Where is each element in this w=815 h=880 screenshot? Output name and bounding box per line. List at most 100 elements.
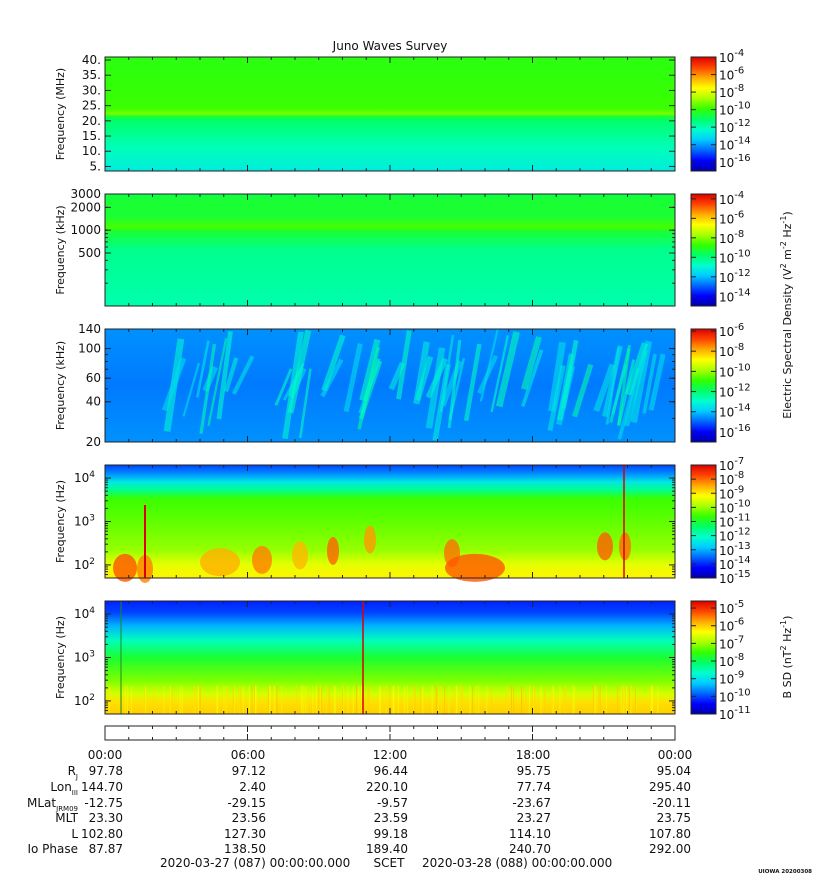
panel-1-cb-tick-label: 10-12 [719, 118, 751, 135]
figure-title: Juno Waves Survey [332, 39, 448, 53]
ephem-value: 95.75 [517, 764, 551, 778]
panel-4-cb-tick-label: 10-13 [719, 541, 751, 558]
panel-1-spectrogram [105, 57, 675, 171]
panel-3-colorbar [690, 328, 717, 443]
time-label: 12:00 [373, 748, 408, 762]
time-axis: 00:00 06:00 12:00 18:00 00:00 [88, 725, 693, 762]
ephem-value: 127.30 [224, 827, 266, 841]
panel-4-cb-tick-label: 10-7 [719, 456, 744, 473]
footer-start-time: 2020-03-27 (087) 00:00:00.000 [160, 856, 350, 870]
panel-2-ytick-label: 500 [78, 246, 101, 260]
panel-1-cb-tick-label: 10-8 [719, 83, 744, 100]
magnetic-colorbar-label: B SD (nT2 Hz-1) [779, 616, 794, 699]
panel-3-cb-tick-label: 10-12 [719, 383, 751, 400]
panel-4-spectrogram [105, 465, 675, 578]
panel-2-ytick-label: 2000 [70, 200, 101, 214]
panel-1-cb-tick-label: 10-16 [719, 153, 751, 170]
ephem-value: 240.70 [509, 842, 551, 856]
panel-3-cb-tick-label: 10-14 [719, 403, 751, 420]
panel-2-cb-tick-label: 10-10 [719, 248, 751, 265]
panel-5-ytick-label: 102 [74, 693, 95, 708]
ephem-value: -12.75 [84, 796, 123, 810]
panel-2-cb-tick-label: 10-4 [719, 190, 744, 207]
panel-4-cb-tick-label: 10-11 [719, 513, 751, 530]
ephem-value: 107.80 [649, 827, 691, 841]
panel-1-cb-tick-label: 10-14 [719, 136, 751, 153]
panel-5-ytick-label: 104 [74, 606, 95, 621]
panel-1-ytick-label: 15. [82, 129, 101, 143]
time-label: 00:00 [658, 748, 693, 762]
footer-end-time: 2020-03-28 (088) 00:00:00.000 [422, 856, 612, 870]
ephem-value: 23.75 [657, 811, 691, 825]
ephem-value: 23.59 [374, 811, 408, 825]
time-label: 06:00 [231, 748, 266, 762]
ephem-value: 97.12 [232, 764, 266, 778]
ephem-value: 2.40 [239, 780, 266, 794]
ephem-value: 23.30 [89, 811, 123, 825]
panel-1-ytick-label: 10. [82, 144, 101, 158]
panel-1-ylabel: Frequency (MHz) [54, 68, 67, 160]
panel-1-ytick-label: 30. [82, 83, 101, 97]
ephem-value: 96.44 [374, 764, 408, 778]
panel-5-cb-tick-label: 10-7 [719, 634, 744, 651]
ephem-value: -23.67 [512, 796, 551, 810]
panel-2-cb-tick-label: 10-8 [719, 229, 744, 246]
panel-5-cb-tick-label: 10-9 [719, 670, 744, 687]
panel-4-ytick-label: 103 [74, 514, 95, 529]
panel-4-cb-tick-label: 10-15 [719, 569, 751, 586]
panel-3-ytick-label: 60 [86, 371, 101, 385]
panel-4-cb-tick-label: 10-9 [719, 484, 744, 501]
panel-3-features [161, 328, 666, 442]
panel-3-cb-tick-label: 10-16 [719, 423, 751, 440]
panel-3-cb-tick-label: 10-8 [719, 342, 744, 359]
ephem-value: 102.80 [81, 827, 123, 841]
ephem-value: 95.04 [657, 764, 691, 778]
panel-2-cb-tick-label: 10-12 [719, 268, 751, 285]
ephem-value: -29.15 [227, 796, 266, 810]
panel-1-ytick-label: 25. [82, 99, 101, 113]
panel-1-colorbar [690, 56, 717, 172]
ephem-value: 220.10 [366, 780, 408, 794]
ephem-value: 87.87 [89, 842, 123, 856]
ephem-value: -9.57 [377, 796, 408, 810]
panel-1-ytick-label: 5. [90, 159, 101, 173]
panel-5-features [108, 601, 659, 714]
ephem-value: 114.10 [509, 827, 551, 841]
ephem-row-label: L [71, 827, 78, 841]
electric-colorbar-label: Electric Spectral Density (V2 m-2 Hz-1) [779, 211, 794, 418]
panel-4-features [113, 465, 631, 583]
panel-1: 5.10.15.20.25. 30.35.40. Frequency (MHz) 10… [54, 48, 751, 173]
footer-scet-label: SCET [374, 856, 406, 870]
panel-4-ylabel: Frequency (Hz) [54, 480, 67, 563]
ephem-value: 144.70 [81, 780, 123, 794]
ephem-row-label: LonIII [50, 780, 78, 797]
panels-group: 5.10.15.20.25. 30.35.40. Frequency (MHz) 10… [54, 48, 751, 722]
panel-1-cb-tick-label: 10-4 [719, 48, 744, 65]
panel-3-cb-tick-label: 10-6 [719, 322, 744, 339]
panel-4: 102 103 104 Frequency (Hz) 10-710-810-910-10… [54, 456, 751, 586]
panel-3-ytick-label: 100 [78, 342, 101, 356]
panel-3: 20 40 60 100 140 Frequency (kHz) 10-6 10-8 10-10… [54, 322, 751, 449]
panel-1-cb-tick-label: 10-10 [719, 101, 751, 118]
panel-4-cb-tick-label: 10-8 [719, 470, 744, 487]
panel-5-cb-tick-label: 10-5 [719, 599, 744, 616]
panel-2-ytick-label: 3000 [70, 187, 101, 201]
panel-3-ylabel: Frequency (kHz) [54, 341, 67, 430]
ephemeris-table: RJ 97.78 97.12 96.44 95.75 95.04 LonIII 144.70 2… [27, 764, 691, 856]
ephem-value: 77.74 [517, 780, 551, 794]
panel-1-cb-tick-label: 10-6 [719, 66, 744, 83]
ephem-value: 292.00 [649, 842, 691, 856]
ephem-row-label: RJ [68, 764, 78, 781]
ephem-value: 99.18 [374, 827, 408, 841]
ephem-value: 138.50 [224, 842, 266, 856]
panel-5-ytick-label: 103 [74, 650, 95, 665]
ephem-value: 189.40 [366, 842, 408, 856]
panel-2-cb-tick-label: 10-6 [719, 209, 744, 226]
panel-4-cb-tick-label: 10-10 [719, 498, 751, 515]
panel-2-colorbar [690, 193, 717, 307]
panel-4-cb-tick-label: 10-14 [719, 555, 751, 572]
panel-4-cb-tick-label: 10-12 [719, 527, 751, 544]
panel-4-ytick-label: 104 [74, 470, 95, 485]
panel-1-ytick-label: 20. [82, 114, 101, 128]
